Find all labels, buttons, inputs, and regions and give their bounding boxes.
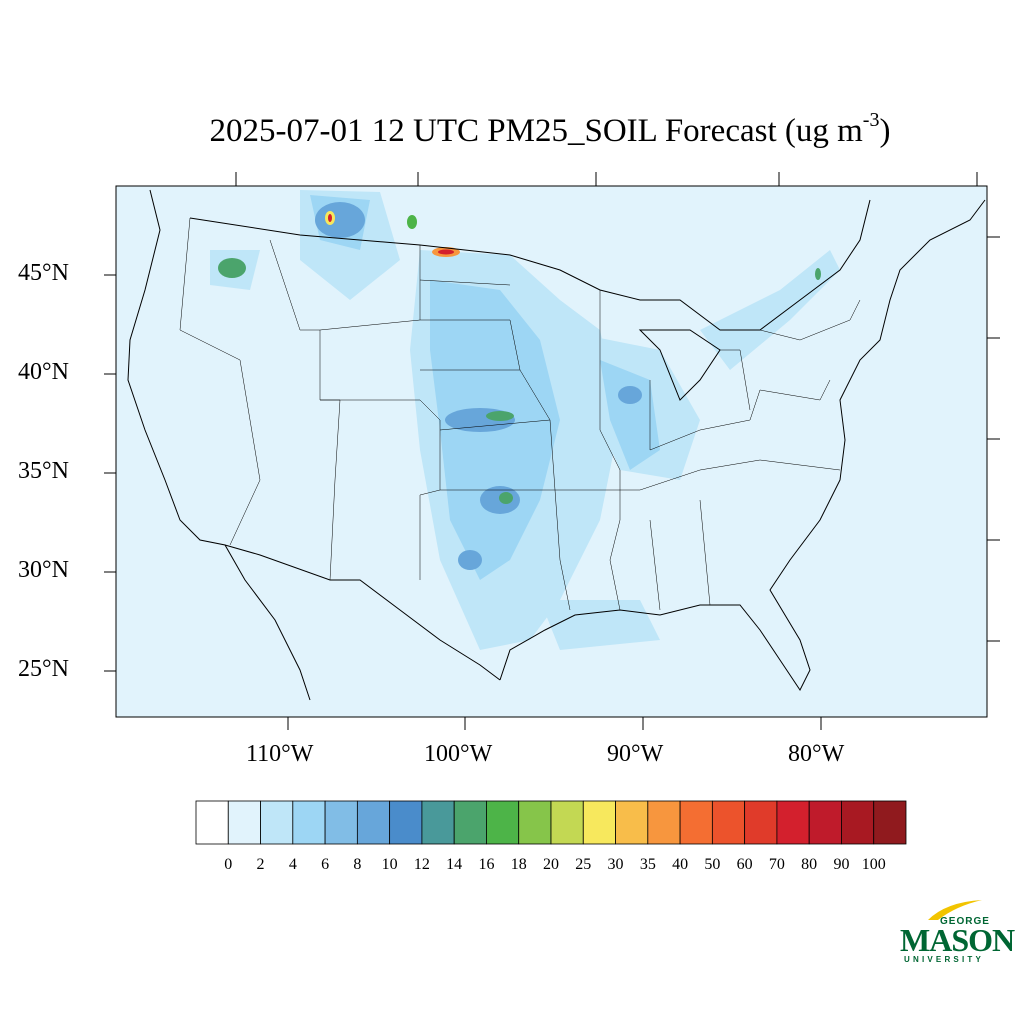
- midwest-core: [600, 360, 660, 470]
- state-line-4: [320, 399, 441, 580]
- lon-ticks: [287, 717, 822, 730]
- kansas-hotspot: [486, 411, 514, 421]
- colorbar-swatch: [227, 800, 261, 845]
- concentration-field: [210, 190, 840, 650]
- lat-label-25: 25°N: [18, 656, 69, 682]
- colorbar-tick-label: 10: [381, 856, 398, 873]
- colorbar-swatch: [260, 800, 294, 845]
- colorbar-swatch: [873, 800, 907, 845]
- title-exponent: -3: [862, 109, 880, 131]
- lat-label-30: 30°N: [18, 557, 69, 583]
- colorbar-tick-label: 70: [768, 856, 785, 873]
- title-text: 2025-07-01 12 UTC PM25_SOIL Forecast (ug…: [209, 113, 863, 149]
- right-ticks: [987, 236, 1000, 642]
- top-ticks: [235, 172, 978, 186]
- lat-label-45: 45°N: [18, 260, 69, 286]
- lon-label-80: 80°W: [788, 741, 845, 767]
- colorbar-tick-label: 4: [288, 856, 297, 873]
- texas-blob: [458, 550, 482, 570]
- maine-hotspot: [815, 268, 821, 280]
- oregon-hotspot: [218, 258, 246, 278]
- colorbar-swatch: [744, 800, 778, 845]
- colorbar-tick-label: 0: [224, 856, 233, 873]
- colorbar-swatch: [582, 800, 616, 845]
- colorbar-tick-label: 60: [736, 856, 753, 873]
- state-line-1: [179, 217, 261, 546]
- state-line-6: [419, 279, 555, 491]
- oklahoma-hotspot: [499, 492, 513, 504]
- colorbar-tick-label: 2: [256, 856, 265, 873]
- lon-label-110: 110°W: [246, 741, 314, 767]
- colorbar-swatch: [324, 800, 358, 845]
- colorbar-tick-label: 25: [575, 856, 592, 873]
- colorbar-tick-label: 6: [321, 856, 330, 873]
- logo-line1: GEORGE: [940, 916, 990, 927]
- gulf-atlantic-outline: [499, 199, 986, 691]
- mexico-border-outline: [224, 544, 501, 681]
- lat-ticks: [104, 274, 116, 672]
- map-frame: [115, 185, 988, 718]
- colorbar-swatch: [421, 800, 455, 845]
- montana-hotspot-inner: [328, 214, 332, 222]
- colorbar-tick-label: 8: [353, 856, 362, 873]
- colorbar-tick-label: 20: [543, 856, 559, 873]
- logo-swoosh-icon: [928, 900, 982, 920]
- montana-blob: [315, 202, 365, 238]
- state-borders: [179, 217, 861, 611]
- colorbar-tick-label: 18: [510, 856, 527, 873]
- west-coast-outline: [127, 189, 311, 701]
- colorbar-swatch: [841, 800, 875, 845]
- colorbar-swatch: [711, 800, 746, 845]
- colorbar-tick-label: 14: [446, 856, 463, 873]
- lat-label-35: 35°N: [18, 458, 69, 484]
- title-close: ): [879, 113, 891, 149]
- state-line-9: [649, 379, 831, 451]
- colorbar-swatch: [292, 800, 326, 845]
- logo-line2: MASON: [900, 922, 1015, 958]
- state-line-8: [555, 459, 841, 611]
- northeast-plume: [700, 250, 840, 370]
- colorbar-swatch: [356, 800, 391, 845]
- colorbar-swatch: [453, 800, 487, 845]
- canada-border-outline: [189, 199, 871, 331]
- logo-line3: UNIVERSITY: [904, 955, 985, 964]
- sask-hotspot: [407, 215, 417, 229]
- colorbar-tick-label: 90: [833, 856, 850, 873]
- colorbar-swatch: [518, 800, 552, 845]
- colorbar-tick-label: 12: [413, 856, 430, 873]
- state-line-7: [599, 290, 621, 611]
- colorbar-tick-label: 100: [861, 856, 886, 873]
- coastline-outlines: [127, 189, 986, 701]
- nd-hotspot-inner: [438, 249, 454, 255]
- colorbar-swatch: [550, 800, 584, 845]
- colorbar-tick-label: 30: [607, 856, 624, 873]
- colorbar-swatch: [808, 800, 842, 845]
- colorbar-swatch: [679, 800, 713, 845]
- colorbar-swatch: [647, 800, 681, 845]
- great-lakes-outline: [638, 329, 721, 401]
- lon-label-100: 100°W: [424, 741, 493, 767]
- colorbar-tick-label: 16: [478, 856, 495, 873]
- colorbar-tick-label: 35: [639, 856, 656, 873]
- state-line-10: [720, 299, 861, 411]
- lat-label-40: 40°N: [18, 359, 69, 385]
- gmu-logo: GEORGE MASON UNIVERSITY: [898, 898, 1015, 968]
- gulf-plume: [540, 600, 660, 650]
- colorbar-tick-label: 50: [704, 856, 721, 873]
- colorbar-swatch: [389, 800, 423, 845]
- colorbar-swatch: [615, 800, 649, 845]
- colorbar-tick-label: 80: [801, 856, 818, 873]
- colorbar-tick-label: 40: [672, 856, 689, 873]
- colorbar-swatch: [486, 800, 520, 845]
- colorbar-swatch: [776, 800, 810, 845]
- illinois-blob: [618, 386, 642, 404]
- lon-label-90: 90°W: [607, 741, 664, 767]
- colorbar: [195, 800, 907, 845]
- colorbar-swatch: [195, 800, 229, 845]
- map-title: 2025-07-01 12 UTC PM25_SOIL Forecast (ug…: [0, 109, 1024, 150]
